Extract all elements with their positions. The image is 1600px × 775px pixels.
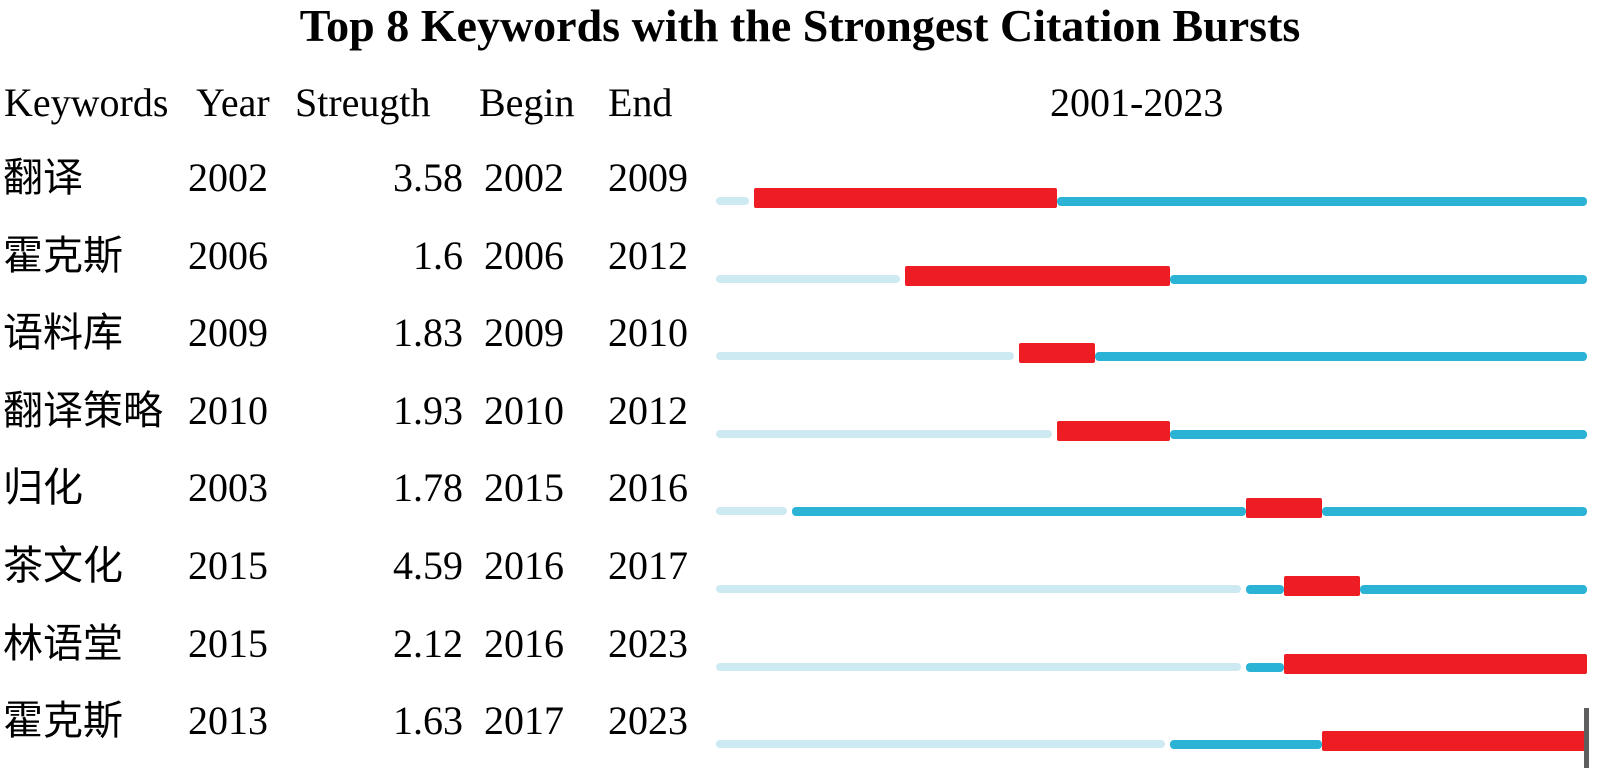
pre-burst-line — [716, 197, 749, 205]
table-row: 翻译 2002 3.58 2002 2009 — [0, 142, 1600, 220]
begin-year-cell: 2009 — [484, 310, 564, 356]
burst-timeline-bar — [716, 186, 1588, 208]
begin-year-cell: 2017 — [484, 698, 564, 744]
burst-timeline-bar — [716, 341, 1588, 364]
burst-bar — [1284, 653, 1587, 674]
pre-burst-line — [716, 507, 787, 516]
begin-year-cell: 2015 — [484, 465, 564, 511]
burst-timeline-bar — [716, 574, 1588, 596]
table-row: 霍克斯 2013 1.63 2017 2023 — [0, 685, 1600, 763]
active-line — [1170, 274, 1587, 284]
keyword-cell: 霍克斯 — [3, 698, 123, 744]
active-line — [1321, 507, 1587, 517]
burst-bar — [1056, 420, 1171, 441]
begin-year-cell: 2006 — [484, 232, 564, 278]
burst-timeline-bar — [716, 652, 1588, 674]
column-header-year: Year — [196, 80, 270, 125]
burst-bar — [753, 188, 1057, 208]
end-year-cell: 2023 — [608, 620, 688, 666]
end-year-cell: 2017 — [608, 543, 688, 588]
pre-burst-line — [716, 740, 1166, 749]
pre-burst-line — [716, 429, 1052, 438]
active-line — [1359, 585, 1587, 594]
column-header-year-range: 2001-2023 — [1050, 80, 1224, 125]
right-edge-marker — [1584, 708, 1589, 768]
burst-bar — [1321, 731, 1587, 752]
keyword-cell: 霍克斯 — [3, 232, 123, 278]
pre-burst-line — [716, 662, 1242, 671]
begin-year-cell: 2002 — [484, 155, 564, 200]
table-row: 林语堂 2015 2.12 2016 2023 — [0, 608, 1600, 686]
active-line — [1094, 352, 1587, 362]
strength-cell: 1.93 — [393, 387, 463, 433]
table-row: 归化 2003 1.78 2015 2016 — [0, 452, 1600, 530]
year-cell: 2002 — [188, 155, 268, 200]
strength-cell: 3.58 — [393, 155, 463, 200]
active-line — [1170, 429, 1587, 439]
begin-year-cell: 2010 — [484, 387, 564, 433]
active-line — [1246, 662, 1285, 672]
strength-cell: 4.59 — [393, 543, 463, 588]
strength-cell: 1.63 — [393, 698, 463, 744]
column-header-begin: Begin — [479, 80, 575, 125]
begin-year-cell: 2016 — [484, 543, 564, 588]
end-year-cell: 2012 — [608, 232, 688, 278]
active-line — [1056, 197, 1587, 206]
strength-cell: 1.83 — [393, 310, 463, 356]
end-year-cell: 2016 — [608, 465, 688, 511]
burst-bar — [1284, 576, 1360, 596]
pre-burst-line — [716, 585, 1242, 593]
begin-year-cell: 2016 — [484, 620, 564, 666]
year-cell: 2010 — [188, 387, 268, 433]
chart-title: Top 8 Keywords with the Strongest Citati… — [299, 0, 1301, 51]
burst-bar — [905, 265, 1171, 286]
end-year-cell: 2012 — [608, 387, 688, 433]
burst-timeline-bar — [716, 419, 1588, 441]
table-row: 语料库 2009 1.83 2009 2010 — [0, 297, 1600, 375]
table-row: 茶文化 2015 4.59 2016 2017 — [0, 530, 1600, 608]
year-cell: 2009 — [188, 310, 268, 356]
burst-timeline-bar — [716, 264, 1588, 286]
burst-timeline-bar — [716, 729, 1588, 752]
burst-timeline-bar — [716, 496, 1588, 519]
year-cell: 2006 — [188, 232, 268, 278]
burst-bar — [1246, 498, 1322, 519]
strength-cell: 1.6 — [413, 232, 463, 278]
active-line — [1170, 740, 1322, 750]
year-cell: 2013 — [188, 698, 268, 744]
year-cell: 2015 — [188, 543, 268, 588]
table-row: 霍克斯 2006 1.6 2006 2012 — [0, 220, 1600, 298]
pre-burst-line — [716, 352, 1014, 361]
year-cell: 2003 — [188, 465, 268, 511]
end-year-cell: 2023 — [608, 698, 688, 744]
keyword-cell: 翻译 — [3, 155, 83, 200]
end-year-cell: 2009 — [608, 155, 688, 200]
keyword-cell: 翻译策略 — [3, 387, 163, 433]
column-header-strength: Streugth — [295, 80, 431, 125]
pre-burst-line — [716, 274, 901, 283]
table-row: 翻译策略 2010 1.93 2010 2012 — [0, 375, 1600, 453]
strength-cell: 2.12 — [393, 620, 463, 666]
column-header-end: End — [608, 80, 673, 125]
year-cell: 2015 — [188, 620, 268, 666]
keyword-cell: 归化 — [3, 465, 83, 511]
strength-cell: 1.78 — [393, 465, 463, 511]
column-header-keywords: Keywords — [4, 80, 169, 125]
active-line — [791, 507, 1247, 517]
keyword-cell: 语料库 — [3, 310, 123, 356]
end-year-cell: 2010 — [608, 310, 688, 356]
keyword-cell: 茶文化 — [3, 543, 123, 588]
active-line — [1246, 585, 1285, 594]
burst-bar — [1018, 343, 1095, 364]
keyword-cell: 林语堂 — [3, 620, 123, 666]
